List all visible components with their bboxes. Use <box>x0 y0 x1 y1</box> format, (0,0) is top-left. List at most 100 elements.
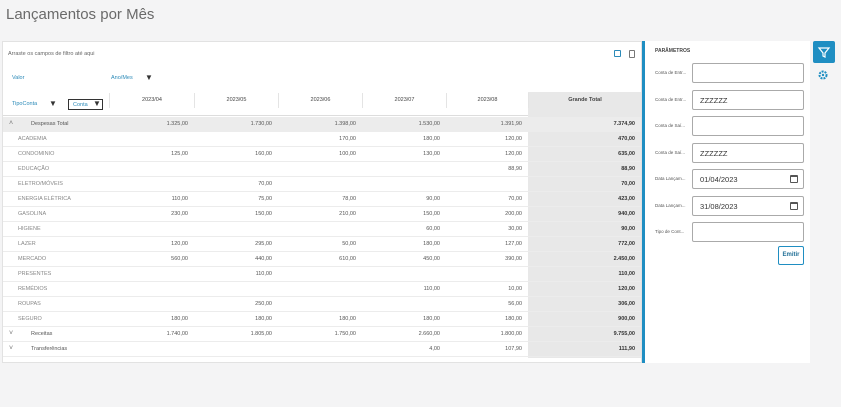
value-cell: 180,00 <box>339 316 356 322</box>
value-cell: 470,00 <box>618 136 635 142</box>
field-label: Conta de Entr... <box>655 96 687 102</box>
toolbar-icon <box>614 50 621 57</box>
value-cell: 4,00 <box>429 346 440 352</box>
value-cell: 110,00 <box>618 271 635 277</box>
column-field[interactable]: Ano/Mes <box>111 75 133 81</box>
row-label: MERCADO <box>18 256 47 262</box>
value-cell: 1.730,00 <box>250 121 272 127</box>
table-row <box>3 207 641 222</box>
row-label: PRESENTES <box>18 271 52 277</box>
row-label: ENERGIA ELÉTRICA <box>18 196 71 202</box>
filter-icon: ▼ <box>145 73 153 82</box>
column-header: 2023/05 <box>194 93 278 108</box>
row-label: EDUCAÇÃO <box>18 166 50 172</box>
field-label: Tipo de Cont... <box>655 229 685 234</box>
field-label: Conta de Entr... <box>655 70 687 75</box>
group-label: Despesas Total <box>31 121 69 127</box>
value-cell: 90,00 <box>621 226 635 232</box>
header-row <box>3 92 641 116</box>
table-row <box>3 132 641 147</box>
value-cell: 110,00 <box>171 196 188 202</box>
input-field[interactable]: ZZZZZZ <box>692 89 804 110</box>
value-cell: 900,00 <box>618 316 635 322</box>
value-cell: 450,00 <box>423 256 440 262</box>
value-cell: 2.450,00 <box>613 256 635 262</box>
value-cell: 127,00 <box>505 241 522 247</box>
row-field[interactable]: Conta <box>68 99 103 110</box>
value-cell: 75,00 <box>258 196 272 202</box>
value-cell: 78,00 <box>342 196 356 202</box>
value-cell: 110,00 <box>255 271 272 277</box>
value-cell: 772,00 <box>618 241 635 247</box>
expand-toggle[interactable]: ˅ <box>9 345 14 352</box>
value-cell: 70,00 <box>258 181 272 187</box>
value-cell: 1.800,00 <box>500 331 522 337</box>
input-value: ZZZZZZ <box>700 148 728 158</box>
field-label: Conta de Saí... <box>655 149 686 155</box>
value-cell: 111,90 <box>618 346 635 352</box>
value-cell: 90,00 <box>426 196 440 202</box>
field-label: Data Lançam... <box>655 176 686 181</box>
row-label: LAZER <box>18 241 36 247</box>
input-field[interactable] <box>692 63 804 83</box>
value-cell: 88,90 <box>508 166 522 172</box>
page-title: Lançamentos por Mês <box>6 6 155 23</box>
value-cell: 390,00 <box>505 256 522 262</box>
settings-button[interactable] <box>817 68 829 80</box>
field-label: Data Lançam... <box>655 202 686 208</box>
value-field[interactable]: Valor <box>12 75 25 81</box>
value-cell: 125,00 <box>171 151 188 157</box>
column-header: 2023/04 <box>109 93 194 108</box>
filter-icon: ▼ <box>49 99 57 108</box>
expand-toggle[interactable]: ˄ <box>9 120 14 127</box>
value-cell: 120,00 <box>171 241 188 247</box>
emit-button[interactable]: Emitir <box>778 246 804 265</box>
row-label: ELETRO/MÓVEIS <box>18 181 63 187</box>
value-cell: 120,00 <box>505 136 522 142</box>
filter-icon: ▼ <box>93 99 101 108</box>
table-row <box>3 192 641 207</box>
column-header: 2023/07 <box>362 93 446 108</box>
table-row <box>3 237 641 252</box>
input-value: 01/04/2023 <box>700 175 738 184</box>
value-cell: 180,00 <box>423 241 440 247</box>
value-cell: 180,00 <box>171 316 188 322</box>
row-field[interactable]: TipoConta <box>12 101 38 107</box>
expand-toggle[interactable]: ˅ <box>9 330 14 337</box>
group-label: Transferências <box>31 346 68 352</box>
value-cell: 60,00 <box>426 226 440 232</box>
table-row <box>3 177 641 192</box>
value-cell: 1.325,00 <box>166 121 188 127</box>
input-field[interactable] <box>692 116 804 136</box>
value-cell: 70,00 <box>621 181 635 187</box>
value-cell: 250,00 <box>255 301 272 307</box>
value-cell: 130,00 <box>423 151 440 157</box>
value-cell: 200,00 <box>505 211 522 217</box>
filter-icon <box>817 47 831 58</box>
input-field[interactable]: 31/08/2023 <box>692 195 804 216</box>
filter-button[interactable] <box>813 41 835 63</box>
value-cell: 295,00 <box>255 241 272 247</box>
input-field[interactable]: ZZZZZZ <box>692 142 804 163</box>
value-cell: 230,00 <box>171 211 188 217</box>
row-label: GASOLINA <box>18 211 47 217</box>
input-field[interactable]: 01/04/2023 <box>692 169 804 189</box>
value-cell: 56,00 <box>508 301 522 307</box>
value-cell: 940,00 <box>618 211 635 217</box>
value-cell: 7.374,90 <box>613 121 635 127</box>
value-cell: 1.391,90 <box>500 121 522 127</box>
value-cell: 110,00 <box>423 286 440 292</box>
value-cell: 88,90 <box>621 166 635 172</box>
value-cell: 170,00 <box>339 136 356 142</box>
value-cell: 107,90 <box>505 346 522 352</box>
value-cell: 1.805,00 <box>250 331 272 337</box>
table-row <box>3 312 641 327</box>
input-field[interactable] <box>692 222 804 242</box>
value-cell: 1.750,00 <box>334 331 356 337</box>
table-row <box>3 297 641 312</box>
value-cell: 100,00 <box>339 151 356 157</box>
toolbar-icon <box>629 50 635 58</box>
column-header: 2023/08 <box>446 93 528 108</box>
value-cell: 210,00 <box>339 211 356 217</box>
